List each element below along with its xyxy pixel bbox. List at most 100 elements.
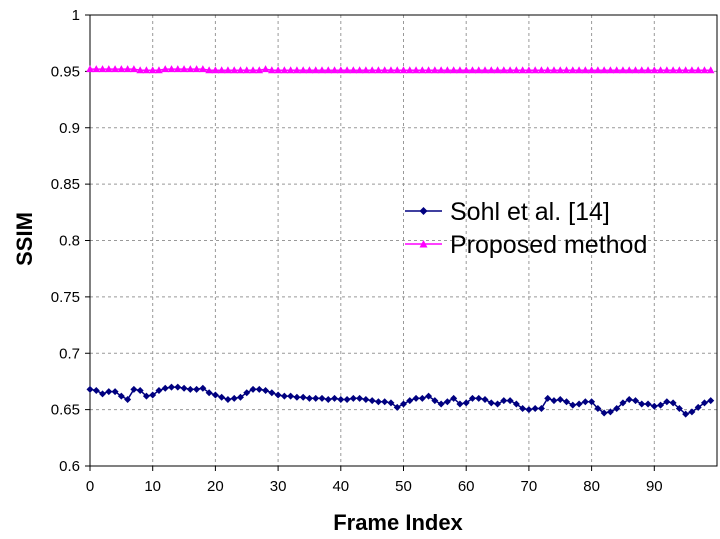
data-point (412, 394, 420, 402)
data-point (456, 66, 464, 74)
data-point (155, 66, 163, 74)
data-point (268, 389, 276, 397)
data-point (343, 66, 351, 74)
data-point (406, 397, 414, 405)
data-point (418, 394, 426, 402)
data-point (600, 66, 608, 74)
y-tick-label: 0.7 (59, 345, 80, 362)
data-point (399, 66, 408, 74)
legend: Sohl et al. [14] Proposed method (405, 198, 647, 259)
x-tick-label: 0 (86, 478, 94, 495)
data-point (330, 66, 339, 74)
data-point (707, 397, 715, 405)
data-point (506, 66, 514, 74)
data-point (468, 394, 476, 402)
data-point (431, 397, 439, 405)
x-tick-label: 10 (144, 478, 161, 495)
data-point (537, 66, 546, 74)
data-point (669, 399, 677, 407)
data-point (587, 66, 596, 74)
data-point (637, 66, 646, 74)
y-tick-label: 1 (72, 7, 80, 24)
data-point (105, 65, 113, 73)
data-point (318, 66, 326, 74)
y-tick-label: 0.6 (59, 458, 80, 475)
data-point (312, 394, 320, 402)
data-point (625, 66, 634, 74)
x-tick-label: 70 (521, 478, 538, 495)
data-point (431, 66, 439, 74)
data-point (594, 404, 602, 412)
data-point (374, 398, 382, 406)
data-point (305, 66, 314, 74)
data-point (86, 65, 94, 73)
data-point (462, 399, 470, 407)
data-point (355, 66, 364, 74)
data-point (381, 398, 389, 406)
data-point (130, 385, 138, 393)
plot-frame (89, 14, 718, 467)
data-point (487, 399, 495, 407)
data-point (123, 65, 132, 73)
data-point (337, 66, 345, 74)
data-point (280, 66, 289, 74)
data-point (613, 404, 621, 412)
data-point (449, 66, 458, 74)
data-point (594, 66, 602, 74)
data-point (130, 65, 138, 73)
data-point (274, 66, 282, 74)
data-point (475, 394, 483, 402)
data-point (694, 66, 702, 74)
y-axis-title: SSIM (12, 212, 37, 266)
y-tick-label: 0.85 (51, 176, 80, 193)
data-point (588, 398, 596, 406)
data-point (400, 400, 407, 408)
data-point (650, 402, 658, 410)
data-point (518, 66, 527, 74)
data-point (487, 66, 496, 74)
data-point (161, 65, 170, 73)
data-point (656, 66, 665, 74)
data-point (111, 388, 119, 396)
data-point (606, 66, 615, 74)
data-point (481, 66, 489, 74)
data-point (569, 401, 577, 409)
data-point (550, 397, 558, 405)
data-point (456, 400, 464, 408)
data-point (675, 404, 683, 412)
data-point (217, 66, 226, 74)
y-tick-label: 0.75 (51, 289, 80, 306)
data-point (242, 66, 251, 74)
data-point (581, 66, 590, 74)
data-point (437, 66, 445, 74)
x-axis-title: Frame Index (333, 510, 463, 535)
data-point (688, 408, 696, 416)
data-point (512, 66, 521, 74)
data-point (343, 395, 351, 403)
data-point (443, 398, 451, 406)
data-point (437, 400, 445, 408)
data-point (205, 66, 213, 74)
data-point (368, 397, 376, 405)
legend-marker-sohl (419, 207, 428, 215)
data-point (356, 394, 364, 402)
legend-label-proposed: Proposed method (450, 231, 647, 259)
data-point (180, 65, 188, 73)
data-point (374, 66, 383, 74)
data-point (531, 66, 539, 74)
data-point (149, 391, 157, 399)
data-point (293, 393, 301, 401)
data-point (682, 410, 690, 418)
data-point (543, 66, 552, 74)
data-point (230, 66, 239, 74)
data-point (575, 66, 583, 74)
data-point (287, 392, 295, 400)
x-tick-label: 20 (207, 478, 224, 495)
data-point (425, 392, 433, 400)
data-point (173, 65, 182, 73)
data-point (268, 66, 276, 74)
data-point (362, 395, 370, 403)
data-point (644, 66, 652, 74)
